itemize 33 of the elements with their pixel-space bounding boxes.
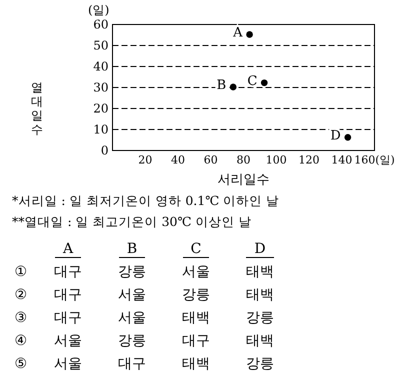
x-tick-label: 100: [266, 154, 287, 166]
x-tick-label: 120: [298, 154, 320, 166]
y-tick-label: 30: [93, 80, 108, 94]
y-tick-label: 0: [100, 144, 108, 158]
point: [344, 134, 352, 141]
text: ⑤ 서울 대구 태백 강릉: [14, 356, 274, 372]
y-tick-label: 20: [93, 102, 108, 116]
y-tick-label: 50: [93, 38, 108, 52]
y-tick-label: 60: [93, 18, 108, 32]
annotation: D: [330, 128, 341, 144]
annotation: C: [247, 74, 258, 89]
text: A B C D: [62, 240, 266, 256]
point: [260, 79, 268, 86]
x-tick-label: 60: [204, 154, 218, 166]
x-tick-label: 40: [171, 154, 185, 166]
x-tick-label: 140: [331, 154, 352, 166]
text: *서리일 : 일 최저기온이 영하 0.1℃ 이하인 날: [12, 192, 280, 210]
text: **열대일 : 일 최고기온이 30℃ 이상인 날: [12, 213, 252, 231]
text: (일): [88, 2, 110, 19]
point: [230, 84, 237, 90]
text: ② 대구 서울 강릉 태백: [14, 286, 274, 303]
x-axis-title: 서리일수: [218, 172, 270, 188]
x-tick-label: 80: [236, 154, 250, 166]
y-tick-label: 40: [93, 60, 108, 74]
y-axis-title: 열대일수: [31, 80, 44, 136]
x-tick-label: 160(일): [354, 154, 395, 166]
text: ④ 서울 강릉 대구 태백: [14, 332, 274, 349]
annotation: A: [232, 26, 244, 40]
text: ① 대구 강릉 서울 태백: [14, 264, 274, 280]
text: ③ 대구 서울 태백 강릉: [14, 310, 274, 326]
point: [246, 31, 253, 38]
y-tick-label: 10: [93, 122, 108, 136]
x-tick-label: 20: [138, 154, 152, 166]
